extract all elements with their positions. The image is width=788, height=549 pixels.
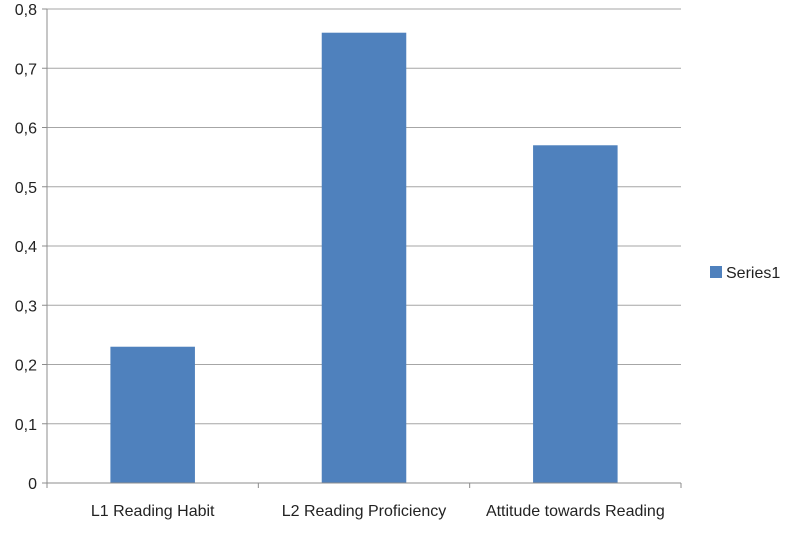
bars <box>110 32 618 483</box>
x-axis-tick-labels: L1 Reading Habit L2 Reading Proficiency At… <box>91 503 665 520</box>
bar <box>533 145 618 483</box>
y-tick-label: 0,8 <box>15 2 37 19</box>
y-tick-label: 0,7 <box>15 61 37 78</box>
bar <box>321 32 407 483</box>
y-tick-label: 0 <box>28 476 37 493</box>
y-tick-label: 0,5 <box>15 180 37 197</box>
x-tick-label: L1 Reading Habit <box>91 503 215 520</box>
y-tick-label: 0,1 <box>15 417 37 434</box>
y-tick-label: 0,3 <box>15 298 37 315</box>
x-tick-label: Attitude towards Reading <box>486 503 665 520</box>
axes <box>42 8 682 488</box>
x-tick-label: L2 Reading Proficiency <box>282 503 447 520</box>
y-tick-label: 0,4 <box>15 239 37 256</box>
y-tick-label: 0,2 <box>15 358 37 375</box>
legend-swatch <box>710 266 722 278</box>
y-tick-label: 0,6 <box>15 121 37 138</box>
bar <box>110 346 195 483</box>
legend-label: Series1 <box>726 265 780 282</box>
y-axis-tick-labels: 0 0,1 0,2 0,3 0,4 0,5 0,6 0,7 0,8 <box>15 2 37 493</box>
legend: Series1 <box>710 265 780 282</box>
